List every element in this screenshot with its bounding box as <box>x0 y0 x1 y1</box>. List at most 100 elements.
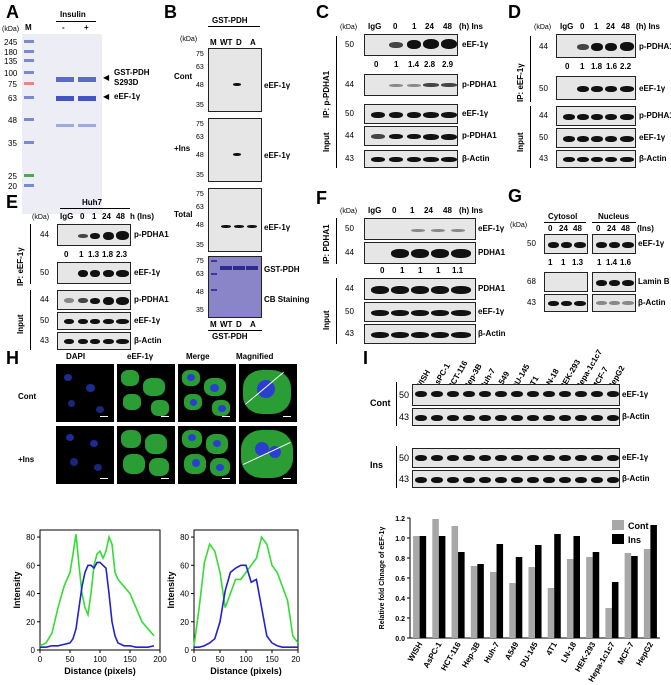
panel-C-row-3-marker: 50 <box>345 109 354 118</box>
panel-F-lane-0: IgG <box>368 206 382 215</box>
i-blot-band <box>591 477 603 483</box>
panel-E-row-5-marker: 43 <box>40 336 49 345</box>
h-ytick-label: 40 <box>180 590 189 599</box>
panel-B-row-total-label: Total <box>174 210 193 219</box>
panel-F-lane-2: 1 <box>410 206 415 215</box>
panel-I-label: I <box>363 348 369 368</box>
panel-B-ins-marker-35: 35 <box>196 172 204 179</box>
panel-C-lane-0: IgG <box>368 22 382 31</box>
panel-H-row-cont: Cont <box>18 392 37 401</box>
panel-E-quant-1: 1 <box>79 250 84 259</box>
panel-E-kda: (kDa) <box>32 214 50 221</box>
panel-E-row-5-protein: β-Actin <box>134 336 162 345</box>
i-category-label: LN-18 <box>559 640 578 664</box>
panel-D-lane-1: 0 <box>580 22 585 31</box>
panel-A-arrow-1-icon: ◀ <box>103 73 110 82</box>
panel-F-lane-3: 24 <box>424 206 433 215</box>
i-blot-band <box>415 391 427 397</box>
panel-C-row-2-blot <box>364 74 458 96</box>
panel-E-lane-4: 48 <box>116 212 125 221</box>
i-ytick-label: 1.2 <box>395 516 405 523</box>
panel-G-nuc-line <box>592 222 636 223</box>
panel-B-total-marker-63: 63 <box>196 204 204 211</box>
i-category-label: 4T1 <box>544 640 559 657</box>
panel-E-row-1-protein: p-PDHA1 <box>134 230 169 239</box>
panel-D-row-1-blot <box>556 34 636 58</box>
panel-E-row-2-marker: 50 <box>40 268 49 277</box>
i-ytick-label: 0.2 <box>395 616 405 623</box>
panel-G-cyto-lane-1: 24 <box>559 224 568 233</box>
panel-C-time: (h) Ins <box>459 22 483 31</box>
panel-F-kda: (kDa) <box>340 208 358 215</box>
panel-D-row-1-protein: p-PDHA1 <box>639 42 671 51</box>
i-bar-cont <box>547 588 555 638</box>
panel-E-row-3-protein: p-PDHA1 <box>134 295 169 304</box>
panel-A-lane-M: M <box>25 23 32 32</box>
panel-G-row-1-protein: eEF-1γ <box>638 239 665 248</box>
panel-A-label: A <box>6 2 19 22</box>
panel-B-cont-marker-63: 63 <box>196 64 204 71</box>
panel-C-row-5-marker: 43 <box>345 154 354 163</box>
panel-B-bottom-lane-D: D <box>236 320 242 329</box>
i-blot-band <box>431 455 443 461</box>
i-blot-band <box>447 477 459 483</box>
i-bar-ins <box>631 556 638 638</box>
i-blot-band <box>543 455 555 461</box>
panel-C-quant-4: 2.9 <box>442 60 454 69</box>
panel-A-marker-35: 35 <box>8 139 17 148</box>
panel-I-row-2-blot <box>412 408 620 426</box>
micrograph-eef-cont <box>117 364 175 422</box>
i-blot-band <box>463 415 475 421</box>
panel-B-total-marker-48: 48 <box>196 222 204 229</box>
panel-B-cont-marker-48: 48 <box>196 82 204 89</box>
h-ylabel: Intensity <box>166 571 176 608</box>
i-blot-band <box>575 455 587 461</box>
i-blot-band <box>479 415 491 421</box>
panel-E-quant-3: 1.8 <box>102 250 114 259</box>
panel-D-time: (h) Ins <box>636 22 660 31</box>
panel-G-row-3-protein: β-Actin <box>638 298 666 307</box>
i-blot-band <box>415 477 427 483</box>
panel-B-row-ins-protein: eEF-1γ <box>264 151 291 160</box>
panel-B-row-cont-protein: eEF-1γ <box>264 81 291 90</box>
panel-F-lane-4: 48 <box>443 206 452 215</box>
panel-I-row-1-blot <box>412 384 620 406</box>
h-chart-right: 0 20 40 60 80 0 50 100 150 200 Distance (pixels) In… <box>166 529 300 676</box>
i-blot-band <box>591 415 603 421</box>
panel-G-row-3-marker: 43 <box>527 298 536 307</box>
i-category-label: DU-145 <box>518 640 540 669</box>
panel-B-bottom-lane-A: A <box>250 320 256 329</box>
panel-G-nuc-lane-2: 48 <box>621 224 630 233</box>
panel-G-cyto-lane-0: 0 <box>548 224 553 233</box>
i-blot-band <box>575 391 587 397</box>
panel-G-nuc-quant-2: 1.6 <box>620 258 632 267</box>
panel-F-row-1-protein: eEF-1γ <box>478 224 505 233</box>
panel-G-row-2-protein: Lamin B <box>638 277 670 286</box>
panel-D-row-3-blot <box>556 106 636 126</box>
panel-E-ip-label: IP: eEF-1γ <box>16 247 25 286</box>
h-xtick-label: 150 <box>265 655 279 664</box>
panel-E-row-1-marker: 44 <box>40 230 49 239</box>
panel-G-nuc-row-2-blot <box>592 272 636 292</box>
panel-B-ins-blot <box>208 118 262 182</box>
panel-F-label: F <box>316 188 327 208</box>
h-ytick-label: 0 <box>185 646 190 655</box>
panel-C-row-1-marker: 50 <box>345 40 354 49</box>
i-blot-band <box>431 391 443 397</box>
panel-E-lane-3: 24 <box>102 212 111 221</box>
i-bar-cont <box>451 526 459 638</box>
panel-E-row-5-blot <box>57 332 131 350</box>
panel-B-total-marker-75: 75 <box>196 191 204 198</box>
panel-C-row-4-protein: p-PDHA1 <box>462 131 497 140</box>
panel-G-cyto-row-3-blot <box>544 294 588 312</box>
h-xtick-label: 200 <box>291 655 300 664</box>
panel-B-total-blot <box>208 188 262 252</box>
panel-D-row-2-blot <box>556 76 636 100</box>
panel-D-row-4-marker: 50 <box>539 133 548 142</box>
panel-F-row-5-blot <box>364 324 476 344</box>
panel-H-row-ins: +Ins <box>18 455 35 464</box>
panel-B-lane-D: D <box>236 38 242 47</box>
panel-A-arrow-2-icon: ◀ <box>103 92 110 101</box>
panel-G-nuc-lane-0: 0 <box>596 224 601 233</box>
panel-A-kda: (kDa) <box>2 26 20 33</box>
